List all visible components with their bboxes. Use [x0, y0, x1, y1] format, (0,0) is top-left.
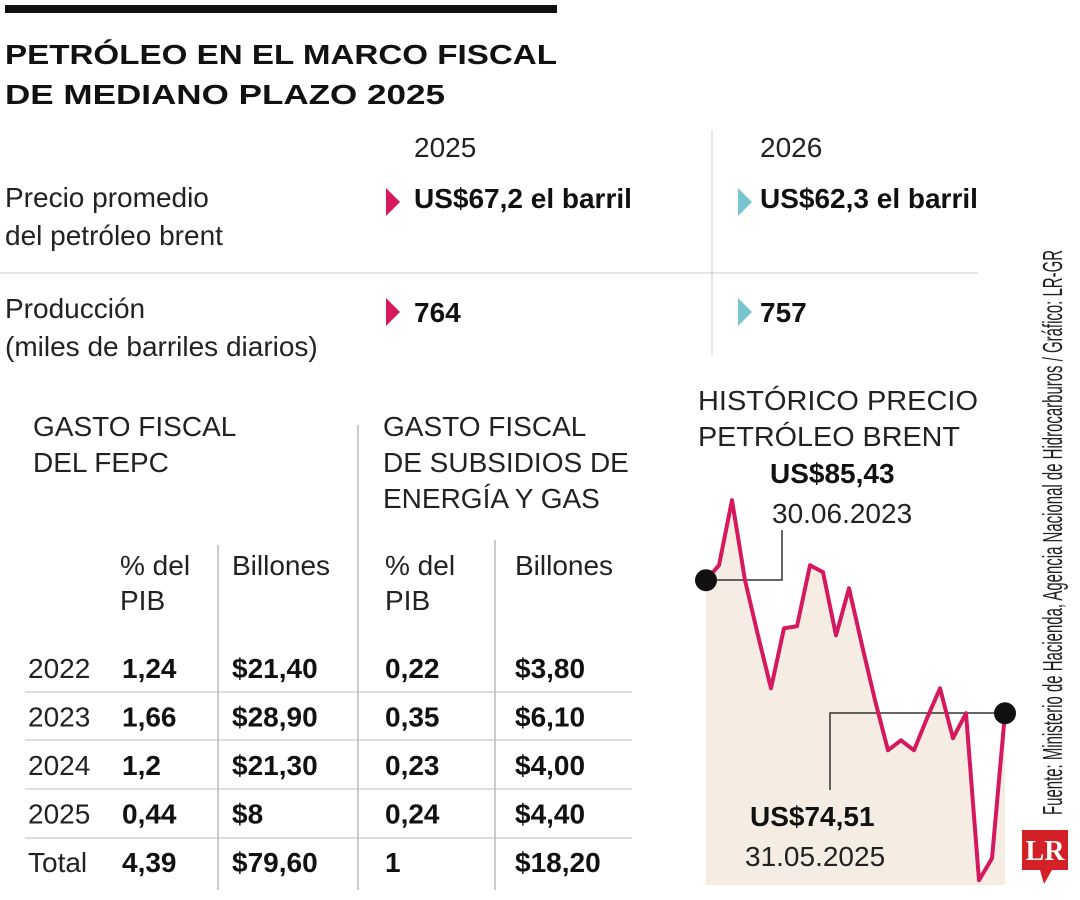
row-year: 2023: [28, 702, 90, 733]
cell-value: 1,66: [122, 702, 177, 733]
forecast-value: US$67,2 el barril: [414, 183, 632, 214]
chart-title: PETRÓLEO BRENT: [698, 421, 960, 452]
cell-value: 0,23: [385, 750, 440, 781]
cell-value: 0,24: [385, 799, 440, 830]
cell-value: 1: [385, 847, 401, 878]
connector: [706, 530, 783, 581]
cell-value: 0,35: [385, 702, 440, 733]
row-lines: [25, 691, 632, 839]
area: [706, 500, 1005, 885]
cell-value: 4,39: [122, 847, 177, 878]
row-year: 2025: [28, 799, 90, 830]
logo-text: LR: [1026, 836, 1066, 867]
source: Fuente: Ministerio de Hacienda, Agencia …: [1037, 250, 1068, 815]
group-title: DEL FEPC: [33, 447, 169, 478]
row-year: 2024: [28, 750, 90, 781]
year-header: 2026: [760, 132, 822, 163]
cell-value: 0,22: [385, 653, 440, 684]
cell-value: $79,60: [232, 847, 318, 878]
annotation-date: 31.05.2025: [745, 841, 885, 872]
cell-value: $18,20: [515, 847, 601, 878]
annotation-value: US$85,43: [770, 458, 895, 489]
year-header: 2025: [414, 132, 476, 163]
cell-value: $21,30: [232, 750, 318, 781]
point: [994, 702, 1016, 725]
column-header: PIB: [385, 585, 430, 616]
row-year: Total: [28, 847, 87, 878]
cell-value: 0,44: [122, 799, 177, 830]
row-label: Producción: [5, 293, 145, 324]
top-bar: [5, 5, 557, 13]
group-title: GASTO FISCAL: [383, 411, 586, 442]
cell-value: $6,10: [515, 702, 585, 733]
column-header: Billones: [515, 550, 613, 581]
logo: [1022, 830, 1068, 884]
annotation-date: 30.06.2023: [772, 498, 912, 529]
title: DE MEDIANO PLAZO 2025: [5, 79, 445, 110]
column-header: PIB: [120, 585, 165, 616]
row-label: del petróleo brent: [5, 220, 223, 251]
chart-title: HISTÓRICO PRECIO: [698, 385, 978, 416]
forecast-value: 764: [414, 297, 461, 328]
column-header: Billones: [232, 550, 330, 581]
column-header: % del: [385, 550, 455, 581]
point: [695, 569, 717, 592]
cell-value: $28,90: [232, 702, 318, 733]
cell-value: $3,80: [515, 653, 585, 684]
annotation-value: US$74,51: [750, 801, 875, 832]
row-label: (miles de barriles diarios): [5, 331, 318, 362]
cell-value: 1,24: [122, 653, 177, 684]
column-header: % del: [120, 550, 190, 581]
group-title: GASTO FISCAL: [33, 411, 236, 442]
title: PETRÓLEO EN EL MARCO FISCAL: [5, 39, 557, 70]
markers: [386, 188, 752, 326]
cell-value: $4,00: [515, 750, 585, 781]
cell-value: $8: [232, 799, 263, 830]
forecast-value: 757: [760, 297, 807, 328]
cell-value: 1,2: [122, 750, 161, 781]
group-title: DE SUBSIDIOS DE: [383, 447, 629, 478]
line: [704, 498, 1007, 883]
forecast-value: US$62,3 el barril: [760, 183, 978, 214]
group-title: ENERGÍA Y GAS: [383, 483, 600, 514]
cell-value: $21,40: [232, 653, 318, 684]
row-label: Precio promedio: [5, 182, 209, 213]
row-year: 2022: [28, 653, 90, 684]
cell-value: $4,40: [515, 799, 585, 830]
